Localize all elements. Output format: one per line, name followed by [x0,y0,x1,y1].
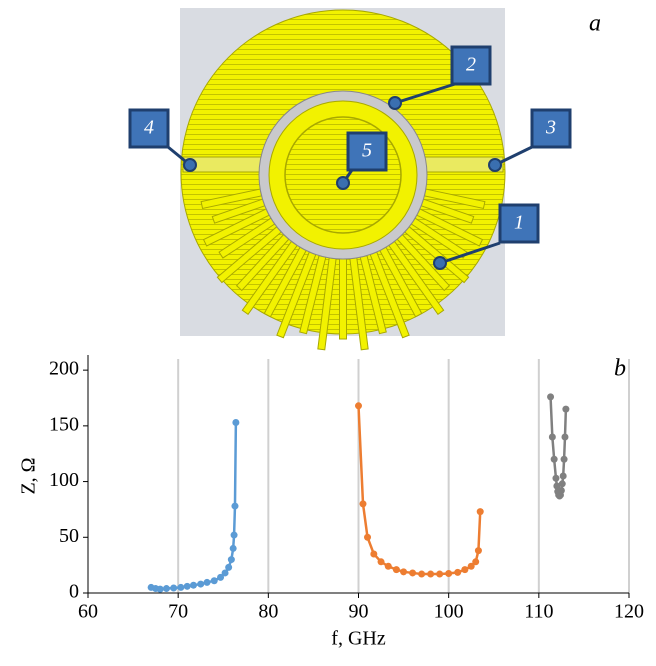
point [177,584,184,591]
point [558,487,565,494]
y-tick-label: 100 [49,469,79,491]
point [559,480,566,487]
y-tick-label: 200 [49,358,79,380]
x-axis-title: f, GHz [331,628,386,650]
panel-label: a [589,11,601,37]
point [561,456,568,463]
x-tick-label: 60 [78,601,98,623]
point [231,532,238,539]
point [393,566,400,573]
x-tick-label: 70 [168,601,188,623]
chart: 60 70 80 90 100 110 120 0 50 100 150 200 f, GHz Z, Ω [18,355,644,650]
series-line [359,406,481,574]
point [170,584,177,591]
point [400,568,407,575]
point [475,547,482,554]
point [163,585,170,592]
callout-label: 1 [514,212,524,234]
point [547,393,554,400]
point [552,475,559,482]
point [228,556,235,563]
point [551,456,558,463]
y-tick-label: 0 [69,581,79,603]
callout-label: 4 [144,117,154,139]
callout-dot [184,159,196,171]
point [211,577,218,584]
y-tick-label: 50 [59,525,79,547]
point [184,583,191,590]
callout-dot [337,177,349,189]
callout-dot [434,257,446,269]
point [385,563,392,570]
point [454,569,461,576]
x-tick-label: 90 [349,601,369,623]
point [225,564,232,571]
point [427,571,434,578]
point [477,508,484,515]
series [547,393,569,499]
point [157,586,164,593]
point [436,571,443,578]
point [230,545,237,552]
callout-dot [389,97,401,109]
point [409,569,416,576]
callout-dot [489,159,501,171]
x-tick-label: 80 [258,601,278,623]
figure: a b 1 2 3 4 5 60 70 80 90 100 110 120 0 50 100 150 200 f… [0,0,656,661]
ray-bar [340,259,347,339]
y-axis-title: Z, Ω [18,457,40,494]
point [562,406,569,413]
callout-label: 2 [466,54,476,76]
point [360,500,367,507]
x-tick-label: 120 [614,601,644,623]
series [355,402,484,577]
point [560,473,567,480]
point [364,534,371,541]
point [378,558,385,565]
point [461,566,468,573]
ray [340,259,347,339]
point [549,434,556,441]
point [418,571,425,578]
point [445,570,452,577]
point [190,582,197,589]
series [148,419,240,593]
x-tick-label: 100 [434,601,464,623]
x-tick-label: 110 [524,601,553,623]
point [232,419,239,426]
point [561,434,568,441]
point [231,503,238,510]
y-tick-label: 150 [49,413,79,435]
callout-label: 5 [362,140,372,162]
point [355,402,362,409]
callout-label: 3 [545,117,556,139]
point [204,579,211,586]
point [370,551,377,558]
point [472,558,479,565]
point [197,581,204,588]
panel-label: b [614,356,626,382]
series-line [151,423,236,590]
